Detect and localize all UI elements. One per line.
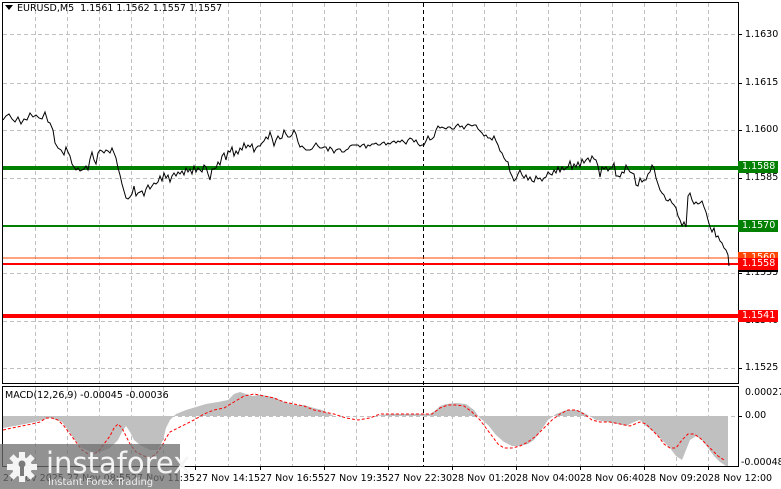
ohlc-values: 1.1561 1.1562 1.1557 1.1557 [80, 3, 223, 14]
level-tag-1541: 1.1541 [738, 310, 778, 322]
macd-tick: -0.00048 [741, 457, 781, 468]
macd-tick: 0.00 [745, 410, 767, 421]
level-tag-1560: 1.1560 [738, 252, 778, 260]
time-label: 28 Nov 01:20 [452, 473, 517, 484]
level-tag-1588: 1.1588 [738, 161, 778, 173]
instaforex-watermark: instaforex Instant Forex Trading [0, 444, 190, 489]
time-label: 27 Nov 14:15 [196, 473, 261, 484]
level-tag-1570: 1.1570 [738, 220, 778, 232]
gear-logo-icon [7, 452, 37, 482]
watermark-brand: instaforex [46, 446, 191, 480]
chart-title: EURUSD,M5 1.1561 1.1562 1.1557 1.1557 [5, 3, 222, 14]
axis-ticks [67, 34, 742, 470]
macd-panel-border [2, 386, 739, 467]
macd-title: MACD(12,26,9) -0.00045 -0.00036 [5, 390, 169, 401]
macd-tick: 0.00027 [745, 387, 781, 398]
current-price-marker [738, 270, 778, 272]
macd-histogram [3, 392, 728, 466]
price-tick: 1.1585 [745, 172, 779, 183]
price-tick: 1.1630 [745, 29, 779, 40]
symbol-timeframe: EURUSD,M5 [17, 3, 75, 14]
price-tick: 1.1615 [745, 77, 779, 88]
time-label: 27 Nov 22:30 [388, 473, 453, 484]
price-line [2, 110, 730, 267]
time-label: 27 Nov 19:35 [324, 473, 389, 484]
price-tick: 1.1525 [745, 362, 779, 373]
macd-signal-line [2, 393, 725, 461]
price-tick: 1.1555 [745, 267, 779, 278]
collapse-triangle-icon[interactable] [5, 5, 13, 10]
level-tag-1558: 1.1558 [738, 258, 778, 270]
time-label: 28 Nov 12:00 [708, 473, 773, 484]
time-label: 27 Nov 16:55 [260, 473, 325, 484]
time-label: 28 Nov 09:20 [644, 473, 709, 484]
watermark-tagline: Instant Forex Trading [48, 477, 154, 488]
time-label: 28 Nov 06:40 [580, 473, 645, 484]
price-panel-border [2, 2, 739, 384]
price-tick: 1.1600 [745, 124, 779, 135]
time-label: 28 Nov 04:00 [516, 473, 581, 484]
